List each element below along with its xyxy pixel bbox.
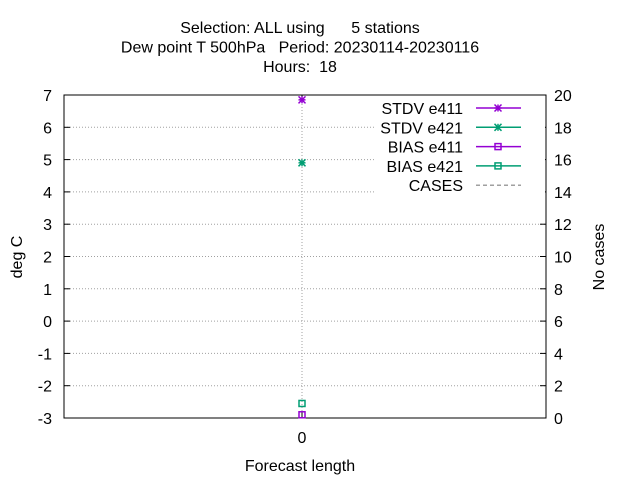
- data-points: [297, 95, 307, 419]
- y2-axis-label: No cases: [591, 224, 608, 291]
- x-axis-label: Forecast length: [245, 458, 355, 475]
- y-axis: -3 -2 -1 0 1 2 3 4 5 6 7: [38, 88, 70, 428]
- y2-tick-label: 6: [554, 314, 563, 331]
- y2-tick-label: 14: [554, 185, 572, 202]
- y-tick-label: 6: [43, 120, 52, 137]
- y2-tick-label: 12: [554, 217, 572, 234]
- title-line: Dew point T 500hPa Period: 20230114-2023…: [121, 40, 479, 57]
- legend-entry: STDV e421: [380, 120, 521, 137]
- y2-axis: 0 2 4 6 8 10 12 14 16 18 20: [540, 88, 572, 428]
- y-tick-label: -1: [38, 346, 52, 363]
- legend-entry: BIAS e411: [388, 140, 521, 157]
- legend-label: STDV e411: [381, 101, 463, 118]
- x-tick-label: 0: [298, 430, 307, 447]
- chart-title: Selection: ALL using 5 stations Dew point…: [121, 20, 479, 76]
- legend-label: STDV e421: [380, 120, 463, 137]
- title-line: Selection: ALL using 5 stations: [180, 20, 420, 37]
- y-tick-label: 5: [43, 153, 52, 170]
- x-axis: 0: [298, 95, 307, 447]
- y-tick-label: -3: [38, 411, 52, 428]
- legend-marker: [493, 103, 503, 113]
- y2-tick-label: 20: [554, 88, 572, 105]
- y-tick-label: -2: [38, 379, 52, 396]
- y2-tick-label: 10: [554, 250, 572, 267]
- y-tick-label: 4: [43, 185, 52, 202]
- legend-label: BIAS e421: [387, 159, 464, 176]
- legend-marker: [493, 123, 503, 132]
- legend-entry: BIAS e421: [387, 159, 521, 176]
- y2-tick-label: 4: [554, 346, 563, 363]
- title-line: Hours: 18: [263, 59, 337, 76]
- legend-label: BIAS e411: [388, 140, 463, 157]
- y2-tick-label: 2: [554, 379, 563, 396]
- legend-marker: [494, 142, 502, 151]
- data-point-bias-e421: [298, 399, 306, 408]
- y2-tick-label: 8: [554, 282, 563, 299]
- y-axis-label: deg C: [9, 236, 26, 279]
- data-point-bias-e411: [298, 411, 306, 419]
- y-tick-label: 3: [43, 217, 52, 234]
- y-tick-label: 7: [43, 88, 52, 105]
- data-point-stdv-e411: [297, 95, 307, 104]
- y-tick-label: 1: [43, 282, 52, 299]
- y-tick-label: 2: [43, 250, 52, 267]
- y2-tick-label: 16: [554, 153, 572, 170]
- legend: STDV e411 STDV e421 BIAS e411 BIAS e421 CASE…: [375, 97, 545, 197]
- y-tick-label: 0: [43, 314, 52, 331]
- y2-tick-label: 0: [554, 411, 563, 428]
- legend-marker: [494, 162, 502, 170]
- data-point-stdv-e421: [297, 158, 307, 167]
- y2-tick-label: 18: [554, 120, 572, 137]
- legend-entry: CASES: [409, 178, 521, 195]
- legend-entry: STDV e411: [381, 101, 521, 118]
- legend-label: CASES: [409, 178, 463, 195]
